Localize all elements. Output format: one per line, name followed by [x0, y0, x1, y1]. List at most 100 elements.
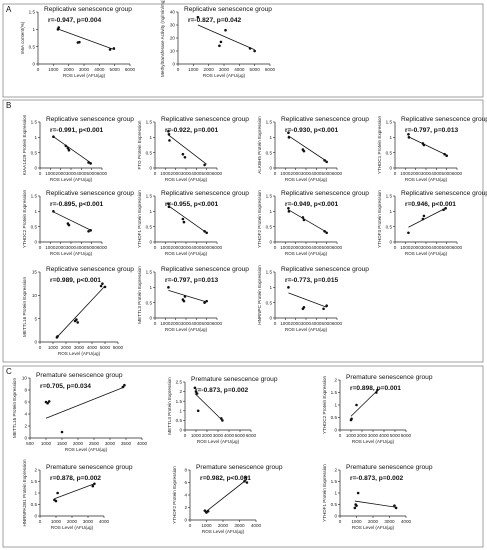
data-point	[196, 15, 200, 19]
y-tick-label: 0.5	[331, 415, 338, 420]
stat-text: r=-0.797, p=0.013	[165, 277, 219, 284]
regression-line	[45, 386, 125, 419]
x-tick-label: 2000	[56, 245, 67, 250]
y-tick-label: 0.5	[266, 300, 273, 305]
y-tick-label: 40	[170, 10, 176, 15]
data-point	[205, 231, 208, 235]
y-tick-label: 1.5	[331, 390, 338, 395]
x-tick-label: 3000	[368, 433, 379, 438]
data-point	[442, 208, 445, 212]
regression-line	[354, 500, 397, 508]
data-point	[108, 48, 112, 51]
data-point	[60, 430, 64, 434]
stat-r-value: r=0.705	[40, 383, 63, 390]
x-axis-label: ROS Level (AFU/μg)	[165, 327, 208, 332]
stat-text: r=-0.949, p<0.001	[285, 201, 339, 208]
scatter-plot: 0 1000 2000 3000 4000 0 0.5 1 1.5 2 ROS Level (AFU…	[22, 459, 133, 530]
stat-text: r=-0.827, p=0.042	[188, 17, 242, 24]
stat-text: r=-0.873, p=0.002	[195, 387, 249, 394]
x-axis-label: ROS Level (AFU/μg)	[202, 529, 245, 534]
stat-text: r=0.898, p=0.001	[350, 385, 401, 392]
stat-r-value: r=-0.895	[50, 201, 75, 208]
y-tick-label: 0.5	[266, 224, 273, 229]
data-point	[253, 49, 256, 53]
stat-separator: ,	[190, 201, 194, 208]
stat-text: r=-0.873, p=0.002	[350, 475, 404, 482]
x-tick-label: 1000	[280, 321, 291, 326]
x-tick-label: 4000	[224, 433, 235, 438]
x-tick-label: 5000	[322, 171, 333, 176]
scatter-plot: 500 1000 1500 2000 2500 3000 3500 4000 0 2 4 6 8 10 RO…	[12, 372, 148, 452]
y-tick-label: 1	[269, 135, 272, 140]
data-point	[224, 28, 227, 32]
x-tick-label: 6000	[401, 433, 412, 438]
chart-title: Premature senescence group	[196, 464, 283, 471]
x-tick-label: 6000	[212, 245, 223, 250]
y-tick-label: 10	[32, 293, 38, 298]
stat-separator: ,	[190, 277, 194, 284]
stat-p-value: p=0.042	[217, 17, 242, 24]
x-axis-label: ROS Level (AFU/μg)	[197, 439, 240, 444]
x-tick-label: 4000	[137, 441, 148, 446]
data-point	[302, 305, 306, 309]
data-point	[302, 149, 306, 153]
x-tick-label: 1000	[280, 171, 291, 176]
data-point	[91, 484, 95, 488]
x-tick-label: 1000	[160, 171, 171, 176]
x-axis-label: ROS Level (AFU/μg)	[58, 351, 101, 356]
x-tick-label: 500	[26, 441, 34, 446]
data-point	[355, 403, 358, 407]
data-point	[112, 47, 116, 50]
stat-r-value: r=0.878	[50, 475, 73, 482]
y-tick-label: 2	[334, 468, 337, 473]
stat-r-value: r=-0.797	[165, 277, 190, 284]
x-axis-label: ROS Level (AFU/μg)	[63, 73, 106, 78]
x-tick-label: 5000	[202, 171, 213, 176]
x-tick-label: 0	[177, 67, 180, 72]
stat-text: r=0.982, p<0.001	[200, 475, 251, 482]
x-tick-label: 1500	[57, 441, 68, 446]
y-tick-label: 1	[334, 403, 337, 408]
y-tick-label: 0	[269, 166, 272, 171]
data-point	[167, 129, 170, 133]
stat-p-value: p<0.001	[314, 127, 339, 134]
x-tick-label: 0	[274, 245, 277, 250]
stat-r-value: r=-0.949	[285, 201, 310, 208]
y-tick-label: 0.5	[146, 300, 153, 305]
x-tick-label: 3500	[121, 441, 132, 446]
stat-text: r=0.705, p=0.034	[40, 383, 91, 390]
y-tick-label: 0.5	[29, 44, 36, 49]
stat-text: r=-0.773, p=0.015	[285, 277, 339, 284]
data-point	[287, 210, 291, 213]
x-tick-label: 0	[39, 519, 42, 524]
x-axis-label: ROS Level (AFU/μg)	[165, 251, 208, 256]
y-tick-label: 2	[334, 378, 337, 383]
y-tick-label: 0	[32, 62, 35, 67]
x-tick-label: 3000	[79, 67, 90, 72]
data-point	[87, 229, 90, 233]
y-axis-label: YTHDF3 Protein Expression	[377, 190, 382, 248]
x-tick-label: 1000	[48, 345, 59, 350]
regression-line	[408, 207, 447, 228]
x-tick-label: 1000	[201, 523, 212, 528]
x-tick-label: 5000	[322, 321, 333, 326]
y-axis-label: YTHDF1 Protein Expression	[322, 464, 327, 522]
stat-r-value: r=0.898	[350, 385, 373, 392]
stat-p-value: p=0.002	[77, 475, 102, 482]
y-tick-label: 5	[34, 316, 37, 321]
data-point	[220, 417, 223, 420]
x-axis-label: ROS Level (AFU/μg)	[285, 251, 328, 256]
stat-text: r=-0.991, p<0.001	[50, 127, 104, 134]
chart-title: Premature senescence group	[346, 464, 433, 471]
data-point	[356, 491, 360, 495]
data-point	[407, 231, 410, 235]
x-tick-label: 6000	[113, 345, 124, 350]
x-tick-label: 0	[39, 245, 42, 250]
data-point	[444, 206, 447, 210]
y-tick-label: 1.5	[266, 194, 273, 199]
x-tick-label: 6000	[246, 433, 257, 438]
x-tick-label: 4000	[251, 523, 262, 528]
data-point	[393, 504, 396, 507]
